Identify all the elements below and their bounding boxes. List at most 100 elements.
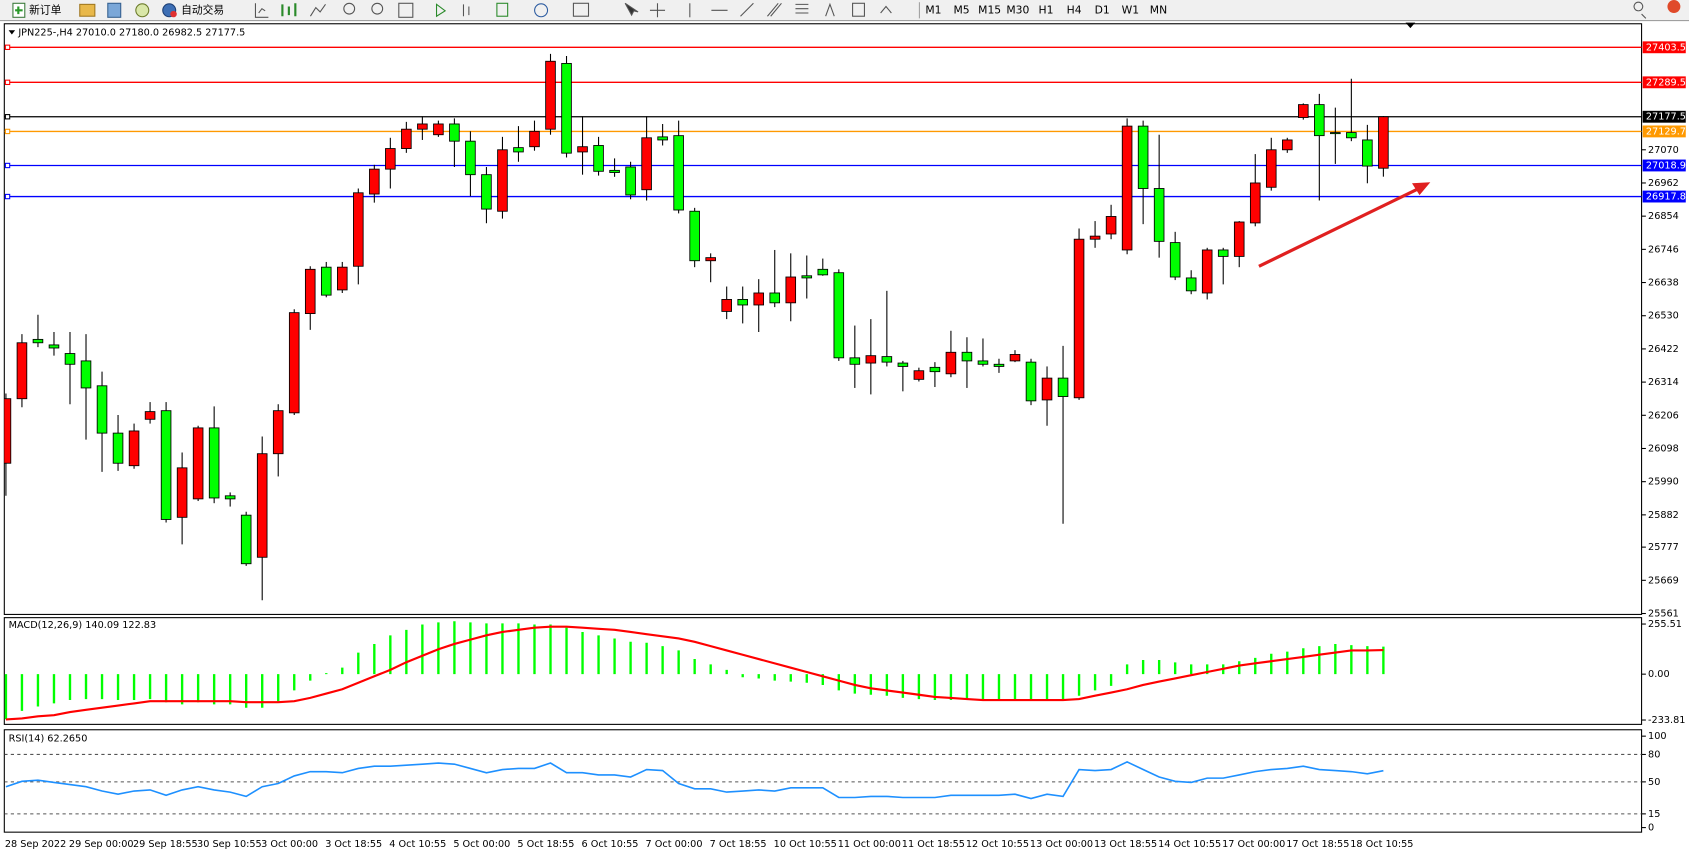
icon-button[interactable] xyxy=(767,2,782,17)
icon-button[interactable] xyxy=(795,3,809,14)
candle-body xyxy=(1041,377,1053,401)
candle-body xyxy=(497,149,508,212)
candle-body xyxy=(817,268,829,276)
candle-body xyxy=(32,338,44,344)
notification-badge[interactable] xyxy=(1667,0,1681,13)
indicator-title: MACD(12,26,9) 140.09 122.83 xyxy=(9,620,157,631)
level-label-bg xyxy=(1642,159,1686,172)
timeframe-button[interactable]: W1 xyxy=(1122,3,1140,16)
candle-body xyxy=(929,366,941,373)
chart-title: JPN225-,H4 27010.0 27180.0 26982.5 27177… xyxy=(17,27,245,38)
signal-line xyxy=(5,625,1384,721)
candle-body xyxy=(433,123,444,136)
trend-arrow xyxy=(1258,182,1431,268)
x-tick-label: 3 Oct 00:00 xyxy=(261,839,318,850)
icon-button[interactable] xyxy=(880,5,892,14)
y-tick-label: 25561 xyxy=(1648,609,1679,620)
timeframe-button[interactable]: M30 xyxy=(1006,3,1029,16)
rsi-marks xyxy=(4,753,1642,815)
candle-body xyxy=(304,268,316,315)
toolbar-bg xyxy=(0,0,1689,21)
icon-button[interactable] xyxy=(309,4,326,17)
timeframe-button[interactable]: H1 xyxy=(1038,3,1053,16)
candle-body xyxy=(897,362,909,367)
candle-body xyxy=(945,351,957,375)
y-tick-label: 25777 xyxy=(1648,542,1679,553)
candle-body xyxy=(240,514,252,565)
timeframe-button[interactable]: D1 xyxy=(1095,3,1110,16)
icon-button[interactable] xyxy=(825,2,835,17)
macd-panel xyxy=(3,617,1643,725)
shift-marker xyxy=(1405,22,1416,29)
button-label: 新订单 xyxy=(29,3,62,16)
y-tick-label: 26962 xyxy=(1648,178,1679,189)
candle-body xyxy=(1378,116,1389,169)
icon-button[interactable] xyxy=(624,2,639,17)
candle-body xyxy=(1089,235,1101,240)
price-marks xyxy=(4,44,1642,601)
level-label-bg xyxy=(1642,110,1686,123)
auto-trading-button[interactable]: 自动交易 xyxy=(162,3,224,18)
y-tick-label: 26098 xyxy=(1648,443,1679,454)
timeframe-button[interactable]: MN xyxy=(1150,3,1167,16)
candle-body xyxy=(1346,132,1357,139)
x-tick-label: 7 Oct 18:55 xyxy=(710,839,767,850)
x-tick-label: 18 Oct 10:55 xyxy=(1350,839,1413,850)
candle-body xyxy=(449,123,460,142)
icon-button[interactable] xyxy=(107,2,122,18)
candle-body xyxy=(64,353,76,365)
candle-body xyxy=(224,495,236,500)
icon-button[interactable] xyxy=(852,2,865,17)
timeframe-button[interactable]: M5 xyxy=(953,3,969,16)
icon-button[interactable] xyxy=(462,4,470,17)
icon-button[interactable] xyxy=(79,3,96,17)
icon-button[interactable] xyxy=(135,3,150,18)
icon-button[interactable] xyxy=(534,3,549,18)
arrow-shaft xyxy=(1258,187,1420,268)
x-tick-label: 3 Oct 18:55 xyxy=(325,839,382,850)
candle-body xyxy=(160,410,172,520)
level-handle xyxy=(4,79,11,86)
candle-body xyxy=(881,356,893,363)
icon-button[interactable] xyxy=(281,3,297,17)
new-order-button[interactable]: 新订单 xyxy=(12,2,62,18)
y-tick-label: 50 xyxy=(1648,777,1660,788)
search-button[interactable] xyxy=(1633,1,1647,19)
candle-body xyxy=(320,266,332,296)
y-tick-label: 0.00 xyxy=(1648,669,1670,680)
candle-body xyxy=(385,148,396,170)
candle-body xyxy=(481,174,492,210)
level-label: 27403.5 xyxy=(1646,42,1686,53)
rsi-panel xyxy=(3,729,1643,833)
icon-button[interactable] xyxy=(398,2,414,18)
candle-body xyxy=(16,342,28,400)
icon-button[interactable] xyxy=(740,2,754,17)
y-tick-label: 26638 xyxy=(1648,278,1679,289)
icon-button[interactable] xyxy=(371,2,384,15)
candle-body xyxy=(1233,221,1245,257)
icon-button[interactable] xyxy=(435,3,447,18)
icon-button[interactable] xyxy=(572,2,590,17)
candle-body xyxy=(417,123,428,130)
y-tick-label: 25669 xyxy=(1648,575,1679,586)
icon-button[interactable] xyxy=(649,3,666,18)
candle-body xyxy=(1314,104,1325,137)
candle-body xyxy=(1217,249,1229,257)
timeframe-button[interactable]: M15 xyxy=(978,3,1001,16)
timeframe-button[interactable]: M1 xyxy=(925,3,941,16)
level-label-bg xyxy=(1642,76,1686,89)
icon-button[interactable] xyxy=(343,2,356,15)
timeframe-button[interactable]: H4 xyxy=(1067,3,1082,16)
candle-body xyxy=(545,60,556,130)
y-tick-label: 26314 xyxy=(1648,377,1679,388)
level-handle xyxy=(4,44,11,50)
candle-body xyxy=(369,168,380,195)
icon-button[interactable] xyxy=(496,2,509,17)
icon-button[interactable] xyxy=(254,3,269,18)
candle-body xyxy=(1153,188,1165,242)
candle-body xyxy=(529,130,540,148)
arrow-head xyxy=(1411,182,1431,196)
y-tick-label: 25990 xyxy=(1648,477,1679,488)
